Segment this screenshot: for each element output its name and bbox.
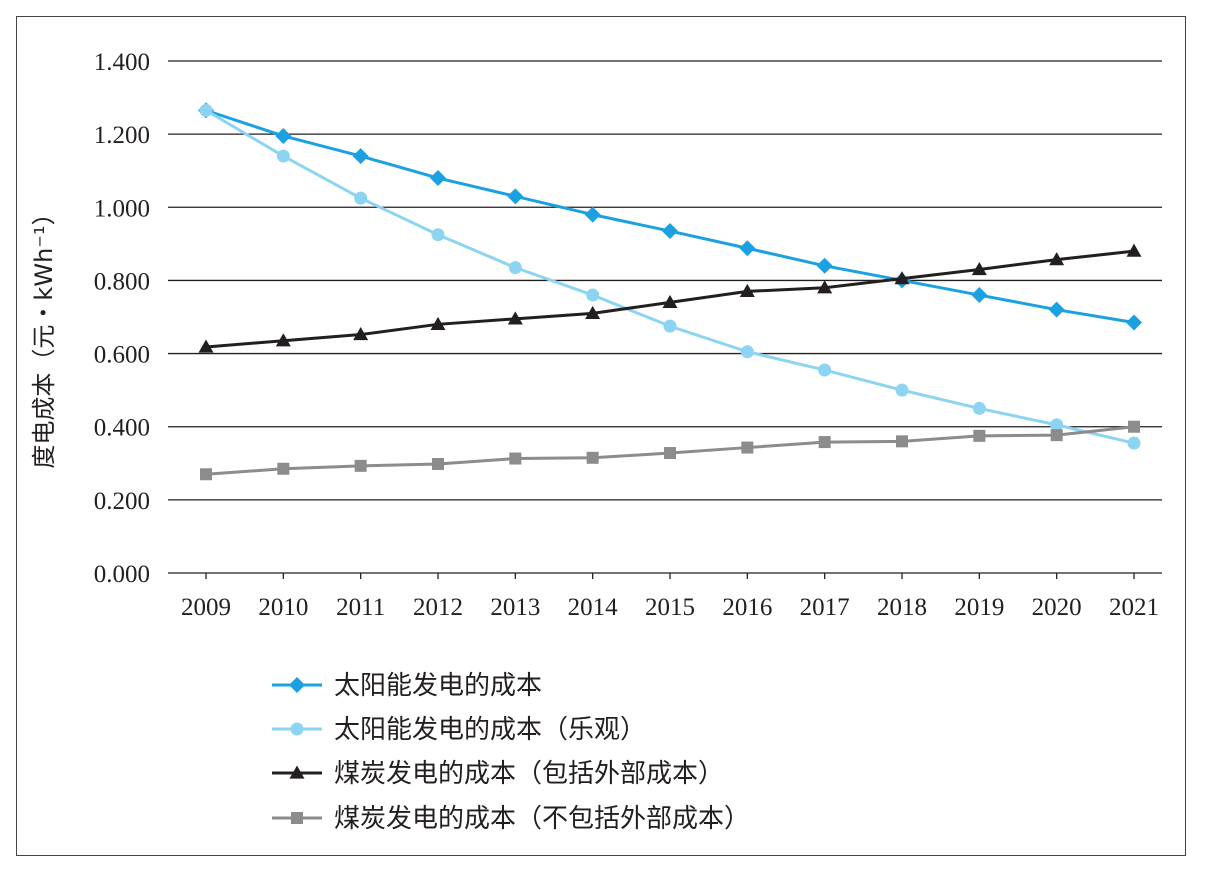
data-point [1126, 243, 1142, 257]
data-point [1049, 252, 1065, 266]
legend-label: 太阳能发电的成本（乐观） [334, 715, 646, 745]
data-point [972, 401, 986, 415]
data-point [354, 459, 367, 472]
data-point [507, 311, 523, 325]
x-tick-label: 2015 [645, 594, 695, 621]
data-point [431, 228, 445, 242]
data-point [739, 240, 756, 257]
data-point [508, 261, 522, 275]
y-axis-label: 度电成本（元・kWh⁻¹） [30, 201, 58, 468]
x-tick-label: 2013 [490, 594, 540, 621]
y-axis-ticks: 0.000 0.200 0.400 0.600 0.800 1.000 1.200 1.400 [94, 49, 150, 588]
data-point [430, 316, 446, 330]
x-tick-label: 2016 [722, 594, 772, 621]
legend-label: 煤炭发电的成本（包括外部成本） [334, 759, 724, 789]
x-tick-label: 2020 [1032, 594, 1082, 621]
legend-marker [289, 677, 305, 693]
y-tick-label: 0.400 [94, 415, 150, 442]
data-point [663, 319, 677, 333]
y-tick-label: 1.400 [94, 49, 150, 76]
data-point [1048, 301, 1065, 318]
data-point [509, 452, 522, 465]
data-point [276, 149, 290, 163]
legend-marker [290, 722, 304, 736]
x-tick-label: 2014 [568, 594, 619, 621]
data-point [740, 345, 754, 359]
data-point [662, 294, 678, 308]
legend-item: 煤炭发电的成本（包括外部成本） [272, 759, 724, 789]
legend-item: 太阳能发电的成本（乐观） [272, 715, 646, 745]
data-point [817, 280, 833, 294]
x-tick-label: 2017 [800, 594, 850, 621]
data-point [585, 305, 601, 319]
data-point [895, 383, 909, 397]
data-point [894, 271, 910, 285]
data-point [198, 339, 214, 353]
x-tick-label: 2010 [258, 594, 308, 621]
legend-item: 太阳能发电的成本 [272, 671, 542, 701]
data-point [199, 103, 213, 117]
data-point [664, 447, 676, 460]
data-point [662, 223, 678, 240]
data-point [1128, 420, 1140, 433]
data-point [507, 188, 524, 205]
data-point [353, 327, 369, 341]
legend-label: 太阳能发电的成本 [334, 671, 542, 701]
y-tick-label: 1.200 [94, 122, 150, 149]
data-point [584, 206, 601, 223]
x-tick-label: 2019 [954, 594, 1004, 621]
data-point [818, 436, 831, 449]
data-point [275, 127, 292, 144]
data-point [1127, 436, 1141, 450]
data-point [816, 257, 833, 274]
series-2 [199, 103, 1141, 450]
series-group [198, 102, 1142, 481]
data-point [739, 283, 755, 298]
series-4 [200, 420, 1140, 481]
data-point [354, 191, 368, 205]
data-point [586, 451, 599, 464]
data-point [896, 435, 908, 448]
gridlines [168, 60, 1162, 574]
legend-label: 煤炭发电的成本（不包括外部成本） [334, 804, 750, 834]
data-point [352, 148, 369, 165]
data-point [973, 429, 986, 442]
data-point [430, 170, 446, 187]
y-tick-label: 0.600 [94, 342, 150, 369]
data-point [432, 458, 444, 471]
series-3 [198, 243, 1142, 353]
x-tick-label: 2018 [877, 594, 927, 621]
data-point [1050, 418, 1064, 432]
legend-item: 煤炭发电的成本（不包括外部成本） [272, 804, 750, 834]
x-axis: 2009 2010 2011 2012 2013 2014 2015 2016 2017 2018… [181, 573, 1159, 621]
data-point [971, 261, 987, 276]
data-point [741, 441, 754, 454]
data-point [1050, 429, 1063, 442]
y-tick-label: 0.800 [94, 268, 150, 295]
data-point [277, 462, 290, 475]
data-point [971, 287, 988, 304]
x-tick-label: 2012 [413, 594, 463, 621]
y-tick-label: 1.000 [94, 195, 150, 222]
data-point [1126, 314, 1142, 331]
series-line [205, 108, 1135, 324]
y-tick-label: 0.200 [94, 488, 150, 515]
data-point [586, 288, 600, 302]
chart-frame [16, 16, 1186, 856]
x-tick-label: 2009 [181, 594, 231, 621]
y-tick-label: 0.000 [94, 561, 150, 588]
legend-marker [291, 812, 303, 824]
data-point [818, 363, 832, 377]
x-tick-label: 2021 [1109, 594, 1159, 621]
series-line [205, 109, 1135, 445]
data-point [275, 333, 291, 347]
x-tick-label: 2011 [336, 594, 385, 621]
data-point [200, 468, 212, 481]
legend-marker [289, 765, 305, 779]
